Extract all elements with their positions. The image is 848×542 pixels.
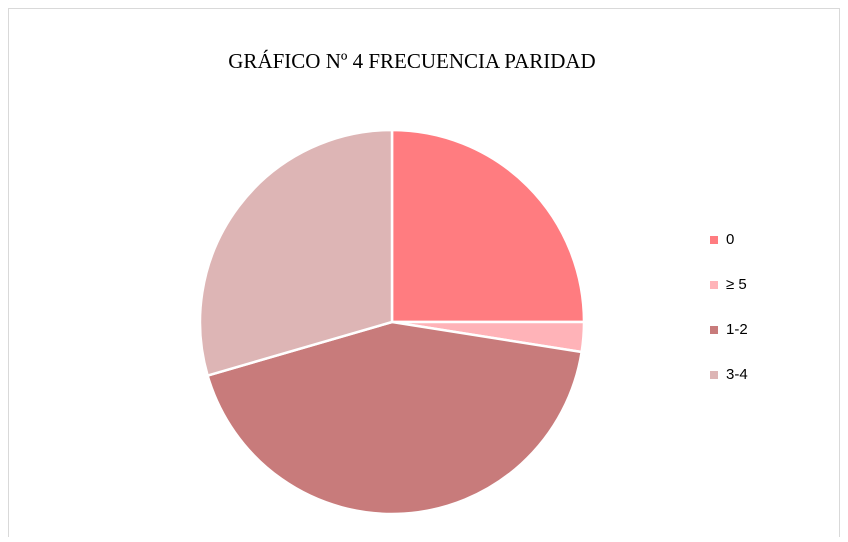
legend-swatch [710, 281, 718, 289]
chart-title: GRÁFICO Nº 4 FRECUENCIA PARIDAD [228, 49, 595, 73]
pie-slice [198, 128, 394, 378]
legend-swatch [710, 236, 718, 244]
legend-label: 3-4 [726, 366, 748, 383]
pie-slice [206, 320, 584, 516]
legend-label: 0 [726, 231, 734, 248]
legend-label: ≥ 5 [726, 276, 747, 293]
legend-swatch [710, 371, 718, 379]
pie-slice [390, 128, 586, 324]
legend-label: 1-2 [726, 321, 748, 338]
legend-swatch [710, 326, 718, 334]
